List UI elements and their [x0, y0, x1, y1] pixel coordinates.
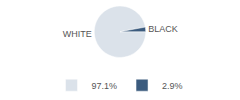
svg-text:WHITE: WHITE [63, 29, 92, 39]
svg-text:97.1%: 97.1% [92, 81, 118, 91]
svg-text:2.9%: 2.9% [162, 81, 183, 91]
svg-text:BLACK: BLACK [148, 24, 178, 34]
